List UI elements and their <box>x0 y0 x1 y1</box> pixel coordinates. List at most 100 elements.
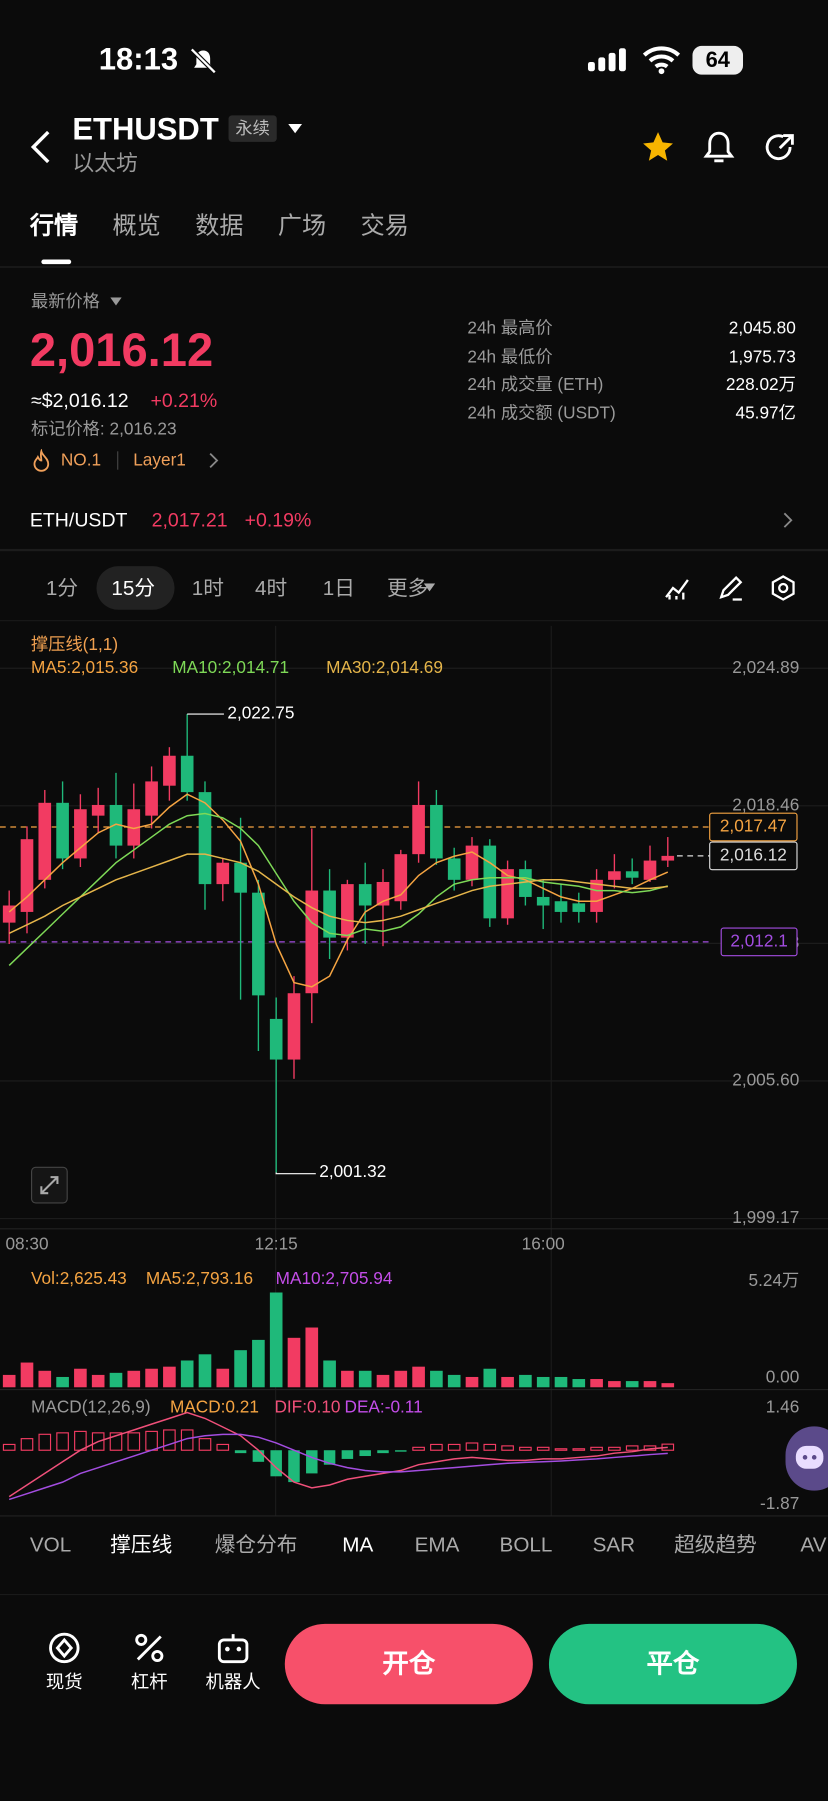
price-level-label: 2,016.12 <box>720 844 787 864</box>
macd-bar <box>377 1450 389 1454</box>
ma-line <box>8 793 669 988</box>
macd-bar <box>501 1445 514 1451</box>
candle-body <box>252 892 265 996</box>
stat-label: 24h 成交额 (USDT) <box>467 403 616 424</box>
spot-pair[interactable]: ETH/USDT <box>29 509 128 532</box>
volume-bar <box>590 1379 603 1388</box>
candle-body <box>269 1018 283 1060</box>
x-tick-label: 12:15 <box>255 1233 298 1253</box>
candle-body <box>394 854 408 902</box>
volume-bar <box>127 1370 141 1388</box>
macd-bar <box>252 1450 265 1462</box>
settings-button[interactable] <box>769 574 797 602</box>
candle-body <box>519 869 532 897</box>
indicator-tab[interactable]: 超级趋势 <box>674 1533 757 1557</box>
price-level-box <box>709 812 798 842</box>
macd-bar <box>341 1450 354 1459</box>
interval[interactable]: 1日 <box>322 576 355 600</box>
interval[interactable]: 4时 <box>254 576 288 600</box>
tab[interactable]: 交易 <box>360 213 409 240</box>
macd-bar <box>216 1443 230 1451</box>
spot-price: 2,017.21 <box>151 509 228 532</box>
sector-tag[interactable]: Layer1 <box>133 450 186 471</box>
high-label: 2,022.75 <box>227 703 294 723</box>
battery-level: 64 <box>705 48 730 73</box>
spot-icon <box>49 1632 80 1664</box>
macd-bar <box>38 1433 52 1451</box>
leverage-label[interactable]: 杠杆 <box>130 1673 168 1693</box>
interval[interactable]: 1时 <box>191 576 224 600</box>
price-label[interactable]: 最新价格 <box>31 292 100 312</box>
macd-bar <box>198 1438 212 1451</box>
draw-button[interactable] <box>717 574 745 602</box>
wifi-icon <box>642 46 681 75</box>
stat-label: 24h 最低价 <box>467 347 553 367</box>
mark-price: 标记价格: 2,016.23 <box>31 419 177 440</box>
macd-bar <box>519 1446 532 1451</box>
divider <box>0 266 828 268</box>
legend-entry: MA5:2,015.36 <box>31 657 138 677</box>
macd-bar <box>20 1438 34 1451</box>
candle-body <box>608 871 621 880</box>
y-tick-label: 2,018.46 <box>732 794 799 814</box>
symbol-dropdown[interactable] <box>287 122 303 136</box>
macd-bar <box>163 1429 176 1451</box>
y-tick-label: 2,005.60 <box>732 1069 799 1089</box>
volume-bar <box>2 1374 16 1388</box>
macd-bar <box>412 1446 425 1451</box>
volume-legend: MA5:2,793.16 <box>146 1268 253 1288</box>
indicator-tab[interactable]: 爆仓分布 <box>214 1533 298 1557</box>
volume-bar <box>519 1374 532 1388</box>
candle-body <box>323 890 336 938</box>
macd-bar <box>572 1448 586 1451</box>
tab[interactable]: 概览 <box>112 213 161 240</box>
spot-label[interactable]: 现货 <box>45 1673 83 1693</box>
separator <box>117 451 119 470</box>
open-button[interactable] <box>284 1623 533 1705</box>
interval[interactable]: 15分 <box>111 576 156 600</box>
candle-body <box>287 993 301 1060</box>
share-button[interactable] <box>763 131 797 165</box>
volume-tick-label: 0.00 <box>766 1367 800 1387</box>
interval[interactable]: 1分 <box>45 576 79 600</box>
candle-body <box>56 802 69 859</box>
indicator-tab[interactable]: MA <box>342 1533 374 1557</box>
volume-bar <box>56 1376 69 1388</box>
price-level-label: 2,017.47 <box>720 816 787 836</box>
volume-bar <box>465 1376 479 1388</box>
indicator-tab[interactable]: VOL <box>29 1533 72 1557</box>
favorite-button[interactable] <box>641 130 675 164</box>
macd-bar <box>430 1443 443 1451</box>
legend-entry: MA30:2,014.69 <box>326 657 443 677</box>
bot-label[interactable]: 机器人 <box>205 1673 261 1693</box>
alert-button[interactable] <box>702 130 736 167</box>
indicator-tab[interactable]: AV <box>800 1533 827 1557</box>
indicator-tab[interactable]: 撑压线 <box>110 1533 173 1557</box>
indicator-button[interactable] <box>664 574 692 602</box>
y-tick-label: 1,999.17 <box>732 1207 799 1227</box>
indicator-tab[interactable]: SAR <box>592 1533 636 1557</box>
price-label-dropdown <box>110 297 122 306</box>
indicator-tab[interactable]: BOLL <box>499 1533 553 1557</box>
volume-bar <box>412 1366 425 1388</box>
volume-bar <box>358 1370 372 1388</box>
close-button[interactable] <box>548 1623 797 1705</box>
macd-bar <box>306 1450 318 1474</box>
usd-price: ≈$2,016.12 <box>31 389 129 412</box>
tab[interactable]: 数据 <box>195 213 244 240</box>
macd-bar <box>465 1442 479 1451</box>
macd-legend: DEA:-0.11 <box>345 1396 423 1416</box>
last-price: 2,016.12 <box>29 323 214 377</box>
spot-chevron[interactable] <box>781 512 795 528</box>
indicator-tab[interactable]: EMA <box>414 1533 460 1557</box>
candle-body <box>163 755 176 786</box>
candle-body <box>180 755 194 793</box>
volume-bar <box>394 1370 408 1388</box>
back-button[interactable] <box>28 129 56 166</box>
tab[interactable]: 广场 <box>277 213 327 240</box>
low-marker <box>275 1172 316 1175</box>
macd-legend: DIF:0.10 <box>274 1396 340 1416</box>
tab[interactable]: 行情 <box>29 213 79 240</box>
volume-bar <box>198 1354 212 1388</box>
interval[interactable]: 更多 <box>387 576 429 600</box>
